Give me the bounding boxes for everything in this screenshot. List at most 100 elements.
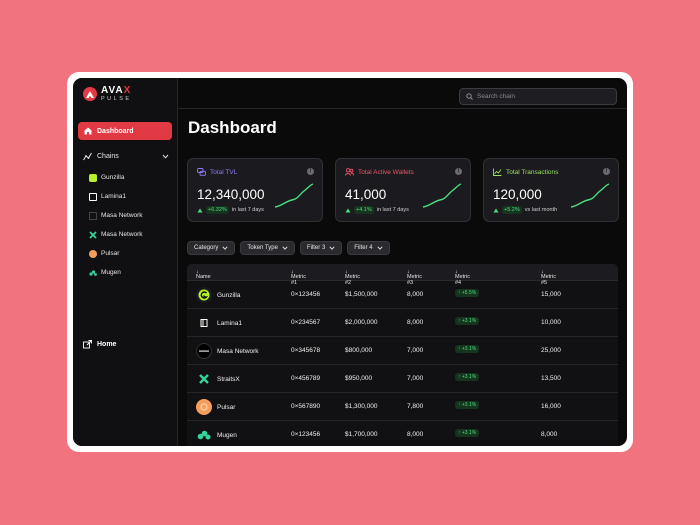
- card-period: vs last month: [524, 207, 558, 213]
- table-row[interactable]: Pulsar 0×567890 $1,300,000 7,800 ↑ +3.1%…: [187, 393, 618, 421]
- card-value: 41,000: [345, 187, 387, 202]
- card-change: +6.32%: [206, 206, 229, 214]
- mugen-icon: [196, 427, 212, 443]
- cell-metric-2: $1,500,000: [345, 291, 378, 298]
- gunzilla-icon: [89, 173, 97, 182]
- search-icon: [466, 93, 473, 100]
- sidebar-item-lamina1[interactable]: Lamina1: [89, 187, 143, 206]
- chain-label: Pulsar: [101, 250, 120, 257]
- sidebar-item-gunzilla[interactable]: Gunzilla: [89, 168, 143, 187]
- cell-metric-3: 8,000: [407, 319, 424, 326]
- filter-category[interactable]: Category: [187, 241, 236, 255]
- cell-metric-5: 10,000: [541, 319, 561, 326]
- card-total-active-wallets: Total Active Wallets i 41,000 +4.1% in l…: [335, 158, 471, 222]
- straitsx-icon: [89, 230, 97, 239]
- lamina1-icon: [89, 192, 97, 201]
- cell-metric-1: 0×345678: [291, 347, 321, 354]
- masa-icon: [196, 343, 212, 359]
- filter-token-type[interactable]: Token Type: [240, 241, 295, 255]
- table-row[interactable]: Gunzilla 0×123456 $1,500,000 8,000 ↑ +5.…: [187, 281, 618, 309]
- table-row[interactable]: StraitsX 0×456789 $950,000 7,000 ↑ +3.1%…: [187, 365, 618, 393]
- cell-metric-3: 7,000: [407, 347, 424, 354]
- card-change: +4.1%: [354, 206, 374, 214]
- pulsar-icon: [196, 399, 212, 415]
- cell-metric-5: 13,500: [541, 375, 561, 382]
- nav-dashboard-label: Dashboard: [97, 127, 134, 135]
- cell-metric-1: 0×234567: [291, 319, 321, 326]
- chevron-down-icon[interactable]: [162, 154, 169, 159]
- sidebar-item-masa-network[interactable]: Masa Network: [89, 206, 143, 225]
- row-name: Mugen: [217, 431, 237, 439]
- trend-up-icon: [493, 208, 499, 212]
- external-link-icon: [83, 340, 92, 349]
- card-value: 120,000: [493, 187, 542, 202]
- chart-line-icon: [493, 168, 502, 176]
- sidebar-item-mugen[interactable]: Mugen: [89, 263, 143, 282]
- column-header-metric-5[interactable]: Metric #5 ↓: [541, 269, 556, 286]
- change-badge: ↑ +5.5%: [455, 289, 480, 297]
- straitsx-icon: [196, 371, 212, 387]
- table-row[interactable]: Lamina1 0×234567 $2,000,000 8,000 ↑ +3.1…: [187, 309, 618, 337]
- cell-metric-3: 8,000: [407, 291, 424, 298]
- filter-label: Category: [194, 245, 219, 251]
- column-header-metric-3[interactable]: Metric #3 ↓: [407, 269, 422, 286]
- filter-label: Token Type: [247, 245, 278, 251]
- table-row[interactable]: Mugen 0×123456 $1,700,000 8,000 ↑ +3.1% …: [187, 421, 618, 446]
- brand-subtitle: PULSE: [101, 96, 132, 102]
- logo[interactable]: AVAX PULSE: [83, 86, 132, 103]
- table-row[interactable]: Masa Network 0×345678 $800,000 7,000 ↑ +…: [187, 337, 618, 365]
- app-window: AVAX PULSE Dashboard Chains Gunzilla: [73, 78, 627, 446]
- avax-logo-icon: [83, 87, 97, 102]
- info-icon[interactable]: i: [603, 168, 610, 175]
- brand-name: AVAX: [101, 85, 132, 96]
- chevron-down-icon: [282, 246, 288, 250]
- filter-label: Filter 4: [354, 245, 373, 251]
- card-total-transactions: Total Transactions i 120,000 +5.2% vs la…: [483, 158, 619, 222]
- chains-icon: [83, 152, 92, 160]
- trend-up-icon: [197, 208, 203, 212]
- info-icon[interactable]: i: [307, 168, 314, 175]
- trend-up-icon: [345, 208, 351, 212]
- card-change: +5.2%: [502, 206, 522, 214]
- nav-item-home[interactable]: Home: [83, 340, 116, 349]
- column-header-name[interactable]: Name ↓: [196, 269, 211, 280]
- change-badge: ↑ +3.1%: [455, 345, 480, 353]
- sparkline: [274, 183, 314, 208]
- column-header-metric-2[interactable]: Metric #2 ↓: [345, 269, 360, 286]
- cell-metric-2: $950,000: [345, 375, 373, 382]
- chains-table: Name ↓ Metric #1 ↓ Metric #2 ↓ Metric #3…: [187, 264, 618, 446]
- pulsar-icon: [89, 249, 97, 258]
- row-name: Pulsar: [217, 403, 236, 411]
- sparkline: [422, 183, 462, 208]
- change-badge: ↑ +3.1%: [455, 401, 480, 409]
- cell-metric-5: 25,000: [541, 347, 561, 354]
- nav-chains-label: Chains: [97, 152, 119, 160]
- masa-icon: [89, 211, 97, 220]
- cell-metric-5: 15,000: [541, 291, 561, 298]
- card-period: in last 7 days: [231, 207, 264, 213]
- card-total-tvl: Total TVL i 12,340,000 +6.32% in last 7 …: [187, 158, 323, 222]
- nav-item-chains[interactable]: Chains: [83, 150, 169, 162]
- chevron-down-icon: [222, 246, 228, 250]
- row-name: Lamina1: [217, 319, 242, 327]
- search-box[interactable]: [459, 88, 617, 105]
- nav-item-dashboard[interactable]: Dashboard: [78, 122, 172, 140]
- gunzilla-icon: [196, 287, 212, 303]
- cell-metric-3: 7,800: [407, 403, 424, 410]
- search-input[interactable]: [477, 93, 607, 100]
- card-title: Total Active Wallets: [358, 168, 414, 176]
- info-icon[interactable]: i: [455, 168, 462, 175]
- cell-metric-2: $800,000: [345, 347, 373, 354]
- filter-4[interactable]: Filter 4: [347, 241, 390, 255]
- filter-3[interactable]: Filter 3: [299, 241, 343, 255]
- cell-metric-2: $2,000,000: [345, 319, 378, 326]
- column-header-metric-4[interactable]: Metric #4 ↓: [455, 269, 470, 286]
- card-title: Total Transactions: [506, 168, 559, 176]
- cell-metric-1: 0×567890: [291, 403, 321, 410]
- sidebar-item-pulsar[interactable]: Pulsar: [89, 244, 143, 263]
- card-title: Total TVL: [210, 168, 238, 176]
- cell-metric-5: 16,000: [541, 403, 561, 410]
- column-header-metric-1[interactable]: Metric #1 ↓: [291, 269, 306, 286]
- sidebar-item-masa-network-2[interactable]: Masa Network: [89, 225, 143, 244]
- chain-list: Gunzilla Lamina1 Masa Network Masa Netwo…: [89, 168, 143, 282]
